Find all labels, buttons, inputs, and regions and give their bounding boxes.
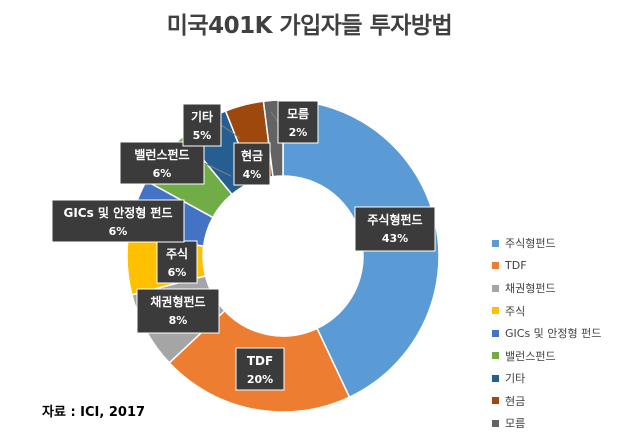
data-label-box [233,142,271,186]
data-label-value: 20% [247,373,273,386]
data-label-category: 채권형펀드 [150,294,205,309]
slice-주식형펀드 [282,99,440,399]
data-label-모름: 모름 2% [277,100,319,144]
data-label-value: 6% [168,266,187,279]
legend-label: 채권형펀드 [505,282,556,296]
data-label-box [182,103,222,147]
data-label-category: 모름 [287,106,309,121]
data-label-box [51,199,185,243]
label-connector [203,162,232,177]
legend-label: 밸런스펀드 [505,349,556,363]
legend-item-기타: 기타 [492,367,601,390]
data-label-value: 5% [193,129,212,142]
data-label-주식형펀드: 주식형펀드 43% [354,206,436,252]
data-label-주식: 주식 6% [156,240,198,284]
data-label-기타: 기타 5% [182,103,222,147]
legend-swatch [492,284,499,292]
legend-swatch [492,329,499,337]
legend-label: GICs 및 안정형 펀드 [505,327,602,341]
data-label-category: 주식 [166,246,188,261]
data-label-box [119,141,205,185]
legend-swatch [492,374,499,382]
chart-title: 미국401K 가입자들 투자방법 [166,13,453,39]
label-connector [220,124,241,139]
legend-label: 주식 [505,304,526,318]
legend-label: 모름 [505,417,526,431]
source-note: 자료 : ICI, 2017 [42,405,146,420]
legend-item-주식: 주식 [492,300,601,323]
data-label-value: 6% [109,225,128,238]
legend-item-gics-및-안정형-펀드: GICs 및 안정형 펀드 [492,322,601,345]
data-label-category: 현금 [241,148,263,163]
data-label-box [156,240,198,284]
legend-swatch [492,307,499,315]
data-label-value: 8% [169,314,188,327]
legend-item-현금: 현금 [492,390,601,413]
legend-item-tdf: TDF [492,255,601,278]
data-label-box [354,206,436,252]
data-label-box [235,347,285,391]
data-label-box [277,100,319,144]
legend-label: 기타 [505,372,526,386]
legend-swatch [492,352,499,360]
data-label-value: 2% [289,126,308,139]
data-label-category: 기타 [191,109,213,124]
data-label-value: 4% [243,168,262,181]
legend-item-채권형펀드: 채권형펀드 [492,277,601,300]
legend-swatch [492,262,499,270]
legend-swatch [492,419,499,427]
data-label-밸런스펀드: 밸런스펀드 6% [119,141,205,185]
data-label-gics-및-안정형-펀드: GICs 및 안정형 펀드 6% [51,199,185,243]
legend-label: 주식형펀드 [505,237,556,251]
data-label-채권형펀드: 채권형펀드 8% [136,288,220,334]
data-label-category: TDF [247,354,273,368]
data-label-value: 43% [382,232,408,245]
legend-item-주식형펀드: 주식형펀드 [492,232,601,255]
legend-swatch [492,397,499,405]
data-label-tdf: TDF 20% [235,347,285,391]
legend-item-모름: 모름 [492,412,601,435]
data-label-value: 6% [153,167,172,180]
legend-swatch [492,239,499,247]
data-label-box [136,288,220,334]
label-connector [270,111,279,123]
legend-label: TDF [505,259,527,273]
data-label-category: GICs 및 안정형 펀드 [63,205,172,220]
legend-label: 현금 [505,394,526,408]
legend-item-밸런스펀드: 밸런스펀드 [492,345,601,368]
data-label-category: 주식형펀드 [367,212,422,227]
data-label-category: 밸런스펀드 [134,147,189,162]
data-label-현금: 현금 4% [233,142,271,186]
